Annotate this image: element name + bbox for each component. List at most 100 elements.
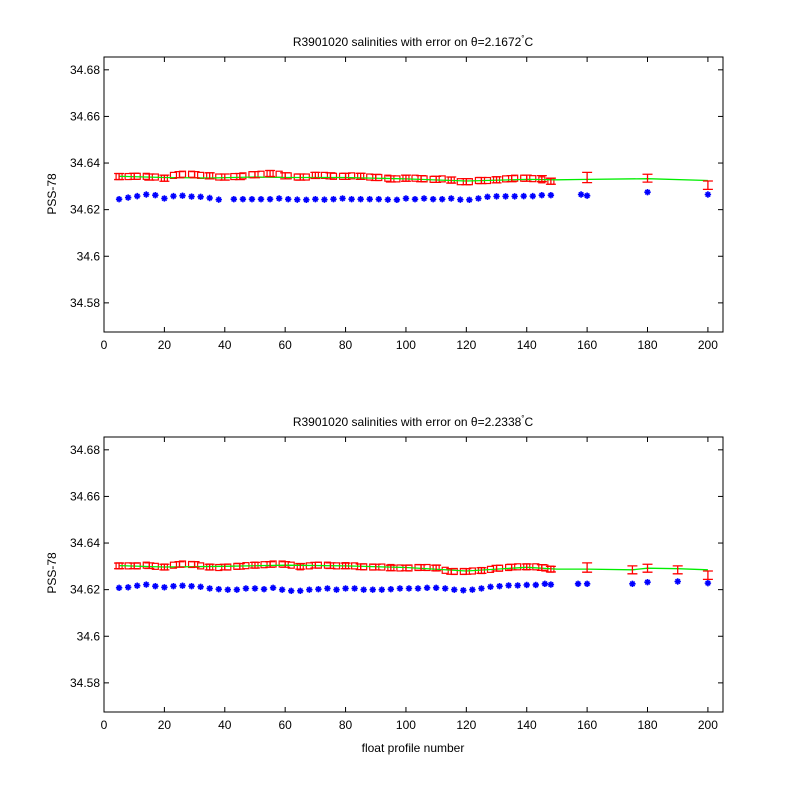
- data-point: [124, 584, 132, 591]
- x-tick-label: 140: [517, 718, 537, 732]
- data-point: [233, 586, 241, 593]
- error-bar: [642, 563, 653, 573]
- data-point: [230, 172, 238, 181]
- data-point: [466, 196, 473, 204]
- x-tick-label: 40: [218, 718, 232, 732]
- data-point: [170, 582, 177, 590]
- x-tick-label: 40: [218, 338, 232, 352]
- data-point: [179, 192, 186, 199]
- error-bar: [385, 175, 396, 183]
- y-tick-label: 34.6: [77, 629, 101, 643]
- chart-title: R3901020 salinities with error on θ=2.16…: [293, 34, 534, 49]
- data-point: [405, 585, 413, 592]
- data-point: [315, 585, 322, 593]
- x-tick-label: 80: [339, 338, 353, 352]
- data-point: [294, 196, 301, 203]
- data-point: [278, 586, 286, 593]
- data-point: [188, 193, 195, 200]
- data-point: [351, 585, 358, 592]
- data-point: [161, 195, 168, 202]
- x-tick-label: 100: [396, 338, 416, 352]
- error-bar: [545, 177, 556, 185]
- x-tick-label: 60: [278, 338, 292, 352]
- data-point: [161, 584, 168, 591]
- x-tick-label: 180: [637, 718, 657, 732]
- data-point: [429, 195, 437, 203]
- y-tick-label: 34.58: [70, 676, 100, 690]
- error-bar: [219, 173, 230, 181]
- error-bar: [129, 172, 140, 181]
- data-point: [704, 191, 712, 198]
- error-bar: [627, 565, 638, 575]
- data-point: [501, 175, 510, 183]
- y-tick-label: 34.66: [70, 489, 100, 503]
- error-bar: [340, 562, 351, 570]
- data-point: [324, 585, 331, 592]
- data-point: [457, 196, 464, 203]
- data-point: [297, 587, 304, 595]
- axes-frame: [103, 56, 724, 333]
- error-bar: [159, 563, 170, 571]
- error-bar: [446, 176, 457, 184]
- data-point: [339, 195, 346, 202]
- error-bar: [491, 176, 502, 184]
- data-point: [529, 175, 537, 183]
- data-point: [402, 195, 410, 202]
- data-point: [320, 171, 329, 179]
- data-point: [520, 192, 527, 200]
- data-point: [360, 586, 367, 593]
- data-point: [577, 191, 585, 198]
- data-point: [143, 581, 150, 588]
- error-bar: [355, 563, 366, 571]
- error-bar: [265, 561, 276, 568]
- error-bar: [476, 176, 487, 185]
- data-point: [393, 196, 401, 204]
- data-point: [448, 195, 455, 202]
- error-bar: [325, 172, 336, 180]
- y-tick-label: 34.62: [70, 583, 100, 597]
- y-tick-label: 34.68: [70, 443, 100, 457]
- data-point: [674, 578, 681, 585]
- x-axis-label: float profile number: [362, 741, 465, 755]
- x-tick-label: 120: [456, 718, 476, 732]
- data-point: [206, 194, 213, 202]
- error-bar: [174, 561, 185, 568]
- data-point: [523, 581, 530, 589]
- data-point: [475, 195, 482, 202]
- data-point: [266, 195, 274, 203]
- error-bar: [370, 173, 381, 182]
- data-point: [547, 581, 555, 588]
- data-point: [215, 173, 223, 181]
- data-marks: [114, 560, 713, 595]
- error-bar: [461, 568, 472, 575]
- x-tick-label: 120: [456, 338, 476, 352]
- data-point: [420, 195, 428, 202]
- y-tick-label: 34.62: [70, 203, 100, 217]
- chart-panel-bottom: R3901020 salinities with error on θ=2.23…: [45, 414, 724, 755]
- data-point: [170, 192, 177, 200]
- x-tick-label: 80: [339, 718, 353, 732]
- data-point: [134, 582, 141, 589]
- y-tick-label: 34.6: [77, 249, 101, 263]
- axis-ticks: 0 20 40 60 80 100 120 140 160 180 200 34.58 34.6 34.6…: [70, 57, 723, 352]
- data-point: [312, 195, 319, 203]
- data-point: [442, 585, 449, 592]
- data-point: [288, 587, 295, 595]
- error-bar: [280, 561, 291, 568]
- data-point: [574, 580, 582, 588]
- error-bar: [506, 563, 517, 571]
- x-tick-label: 20: [158, 338, 172, 352]
- data-point: [230, 195, 238, 203]
- data-point: [269, 584, 277, 591]
- data-point: [251, 585, 259, 592]
- data-point: [348, 172, 356, 180]
- error-bar: [265, 169, 276, 178]
- data-point: [378, 586, 385, 593]
- x-tick-label: 0: [101, 338, 108, 352]
- data-point: [384, 196, 392, 203]
- data-point: [348, 195, 355, 203]
- error-bar: [521, 174, 532, 182]
- error-bar: [536, 174, 547, 183]
- data-point: [239, 195, 247, 203]
- x-tick-label: 200: [698, 718, 718, 732]
